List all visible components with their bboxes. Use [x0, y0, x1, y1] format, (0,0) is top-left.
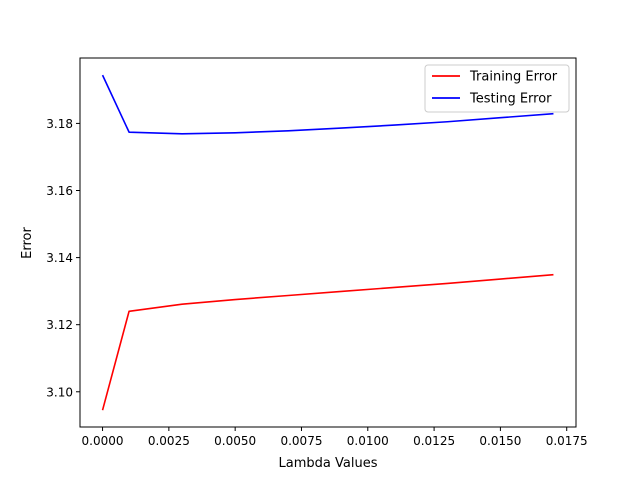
x-tick-label: 0.0100 [347, 434, 389, 448]
legend: Training Error Testing Error [424, 64, 570, 113]
series-line-testing-error [101, 74, 554, 135]
axes-frame [79, 57, 577, 428]
legend-label-testing-error: Testing Error [469, 92, 552, 107]
y-tick-label: 3.12 [46, 318, 73, 332]
y-tick-label: 3.10 [46, 385, 73, 399]
plot-area [101, 74, 554, 411]
series-line-training-error [101, 273, 554, 411]
y-axis-ticks: 3.10 3.12 3.14 3.16 3.18 [46, 117, 80, 399]
x-tick-label: 0.0000 [82, 434, 124, 448]
x-tick-label: 0.0175 [546, 434, 588, 448]
x-tick-label: 0.0025 [148, 434, 190, 448]
x-axis-label: Lambda Values [279, 456, 378, 471]
y-axis-label: Error [20, 227, 35, 259]
y-tick-label: 3.16 [46, 184, 73, 198]
x-tick-label: 0.0150 [479, 434, 521, 448]
y-tick-label: 3.18 [46, 117, 73, 131]
legend-box [424, 64, 570, 113]
x-axis-ticks: 0.0000 0.0025 0.0050 0.0075 0.0100 0.0125 0.01… [82, 427, 588, 448]
y-tick-label: 3.14 [46, 251, 73, 265]
legend-label-training-error: Training Error [469, 70, 558, 85]
x-tick-label: 0.0050 [214, 434, 256, 448]
x-tick-label: 0.0125 [413, 434, 455, 448]
x-tick-label: 0.0075 [280, 434, 322, 448]
